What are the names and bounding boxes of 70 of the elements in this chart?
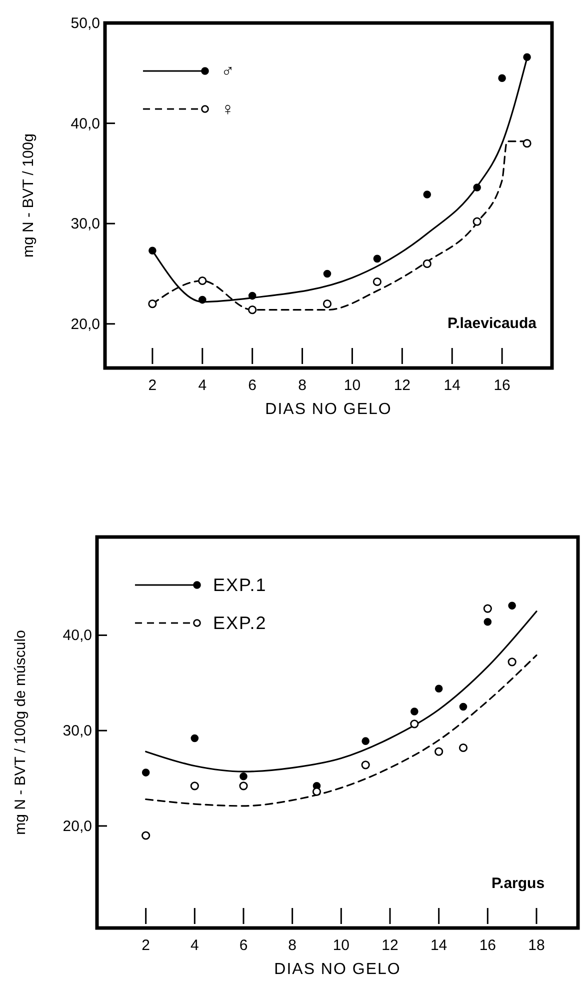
point: [522, 139, 532, 148]
point: [248, 292, 256, 300]
point: [410, 708, 418, 716]
x-tick-label: 8: [298, 377, 306, 394]
legend-label: ♀: [221, 99, 236, 119]
point: [373, 254, 382, 263]
point: [458, 743, 468, 752]
y-tick-label: 30,0: [70, 216, 100, 233]
x-tick-label: 10: [344, 377, 361, 394]
point: [142, 768, 150, 776]
x-tick-label: 6: [239, 937, 248, 954]
x-tick-label: 4: [190, 937, 199, 954]
point: [142, 831, 150, 840]
x-tick-label: 18: [528, 937, 545, 954]
point: [190, 782, 199, 790]
x-tick-label: 12: [382, 937, 398, 954]
x-tick-label: 12: [394, 377, 411, 394]
x-axis-title: DIAS NO GELO: [265, 401, 392, 418]
point: [361, 760, 370, 770]
x-tick-label: 4: [198, 377, 207, 394]
point: [372, 277, 382, 286]
point: [198, 276, 207, 286]
point: [423, 190, 432, 198]
y-axis-title: mg N - BVT / 100g de músculo: [12, 630, 29, 835]
point: [148, 246, 156, 255]
point: [434, 747, 444, 756]
point: [198, 296, 206, 304]
x-tick-label: 14: [444, 377, 460, 394]
point: [472, 217, 482, 226]
x-tick-label: 16: [494, 377, 510, 394]
x-tick-label: 2: [142, 937, 150, 954]
point: [434, 684, 443, 693]
point: [148, 300, 157, 308]
y-tick-label: 20,0: [70, 316, 100, 333]
y-tick-label: 20,0: [62, 818, 92, 835]
legend-label: EXP.1: [213, 575, 267, 595]
x-tick-label: 2: [148, 377, 157, 394]
point: [410, 720, 419, 728]
point: [323, 270, 332, 278]
point: [362, 737, 370, 745]
y-tick-label: 30,0: [62, 722, 92, 740]
line-series: [145, 654, 538, 807]
legend-label: ♂: [221, 61, 236, 81]
y-axis-title: mg N - BVT / 100g: [20, 134, 37, 258]
y-tick-label: 50,0: [70, 15, 100, 32]
point: [240, 772, 248, 780]
y-tick-label: 40,0: [70, 115, 100, 132]
point: [239, 782, 248, 790]
annotation: P.laevicauda: [448, 315, 538, 332]
point: [248, 306, 257, 314]
x-axis-title: DIAS NO GELO: [274, 961, 401, 978]
point: [322, 300, 332, 308]
point: [483, 604, 492, 613]
annotation: P.argus: [491, 875, 545, 892]
point: [523, 53, 531, 61]
x-tick-label: 16: [479, 937, 496, 954]
x-tick-label: 14: [430, 937, 448, 954]
point: [508, 658, 516, 666]
point: [498, 74, 506, 82]
point: [484, 618, 492, 626]
point: [422, 259, 432, 268]
point: [190, 734, 199, 742]
point: [459, 702, 468, 711]
x-tick-label: 10: [332, 937, 350, 954]
y-tick-label: 40,0: [62, 627, 92, 644]
legend-label: EXP.2: [213, 613, 267, 633]
x-tick-label: 8: [288, 937, 296, 954]
x-tick-label: 6: [248, 377, 257, 394]
point: [508, 602, 516, 610]
point: [473, 184, 481, 192]
